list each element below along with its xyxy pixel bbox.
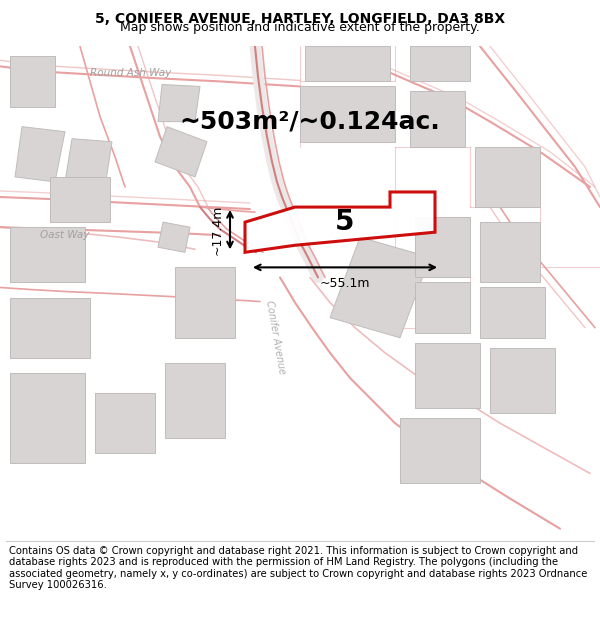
Polygon shape — [490, 348, 555, 413]
Polygon shape — [305, 46, 390, 81]
Polygon shape — [15, 127, 65, 182]
Polygon shape — [10, 298, 90, 358]
Text: ~55.1m: ~55.1m — [320, 278, 370, 291]
Text: Round Ash Way: Round Ash Way — [90, 68, 171, 78]
Polygon shape — [175, 268, 235, 338]
Text: ~503m²/~0.124ac.: ~503m²/~0.124ac. — [179, 109, 440, 134]
Text: Conifer Avenue: Conifer Avenue — [263, 300, 286, 376]
Polygon shape — [10, 373, 85, 463]
Polygon shape — [475, 147, 540, 207]
Polygon shape — [415, 217, 470, 278]
Polygon shape — [158, 222, 190, 253]
Polygon shape — [95, 393, 155, 453]
Text: Contains OS data © Crown copyright and database right 2021. This information is : Contains OS data © Crown copyright and d… — [9, 546, 587, 591]
Polygon shape — [10, 227, 85, 282]
Polygon shape — [300, 86, 395, 142]
Polygon shape — [10, 56, 55, 106]
Polygon shape — [480, 222, 540, 282]
Text: Map shows position and indicative extent of the property.: Map shows position and indicative extent… — [120, 21, 480, 34]
Polygon shape — [410, 91, 465, 147]
Text: Oast Way: Oast Way — [40, 230, 89, 240]
Polygon shape — [410, 46, 470, 81]
Text: 5, CONIFER AVENUE, HARTLEY, LONGFIELD, DA3 8BX: 5, CONIFER AVENUE, HARTLEY, LONGFIELD, D… — [95, 11, 505, 26]
Polygon shape — [400, 418, 480, 484]
Text: 5: 5 — [335, 208, 355, 236]
Polygon shape — [245, 192, 435, 253]
Polygon shape — [480, 288, 545, 338]
Polygon shape — [158, 84, 200, 122]
Polygon shape — [65, 139, 112, 187]
Polygon shape — [50, 177, 110, 222]
Polygon shape — [155, 127, 207, 177]
Polygon shape — [165, 363, 225, 438]
Polygon shape — [330, 238, 430, 338]
Text: ~17.4m: ~17.4m — [211, 204, 224, 255]
Polygon shape — [415, 282, 470, 332]
Polygon shape — [415, 342, 480, 408]
